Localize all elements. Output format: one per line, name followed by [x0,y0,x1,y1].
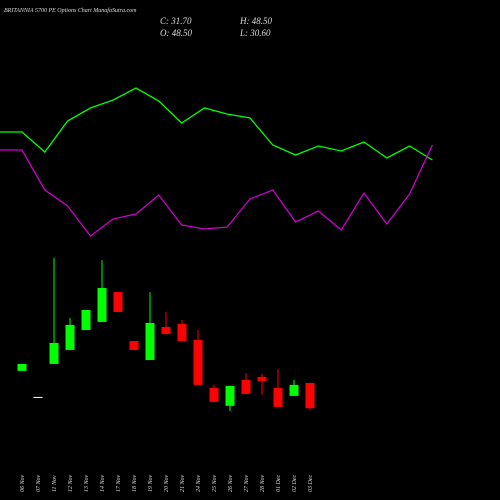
candle-body [177,324,187,342]
x-tick-label: 06 Nov [20,474,26,492]
x-tick-label: 26 Nov [228,474,234,492]
low-label: L: 30.60 [239,28,271,38]
close-label: C: 31.70 [160,16,192,26]
x-tick-label: 18 Nov [132,474,138,492]
candle-body [289,384,299,396]
x-tick-label: 25 Nov [212,474,218,492]
candle-body [129,341,139,350]
x-tick-label: 20 Nov [164,474,170,492]
x-tick-label: 02 Dec [292,475,298,492]
candle-body [225,385,235,406]
candle-body [97,288,107,322]
x-tick-label: 27 Nov [244,474,250,492]
candle-body [81,310,91,331]
candle-body [65,324,75,350]
chart-title: BRITANNIA 5700 PE Options Chart MunafaSu… [4,7,137,14]
candle-body [33,396,43,398]
x-tick-label: 14 Nov [99,474,106,492]
candle-body [161,327,171,335]
candle-body [145,322,155,361]
x-tick-label: 07 Nov [36,474,42,492]
indicator-line [0,87,433,161]
candle-body [257,376,267,381]
x-tick-label: 17 Nov [116,474,122,492]
x-tick-label: 12 Nov [68,474,74,492]
candle-body [273,387,283,407]
candle-body [305,382,315,409]
candle-body [241,379,251,394]
x-tick-label: 21 Nov [180,474,186,492]
x-tick-label: 03 Dec [308,475,314,492]
indicator-line [0,144,433,237]
x-tick-label: 28 Nov [260,474,266,492]
candle-body [49,343,59,364]
candle-body [209,387,219,402]
x-tick-label: 13 Nov [84,474,90,492]
x-tick-label: 11 Nov [52,475,58,492]
high-label: H: 48.50 [239,16,272,26]
x-tick-label: 01 Dec [276,475,282,492]
candle-body [17,363,27,371]
candle-body [193,339,203,385]
x-tick-label: 24 Nov [195,474,202,492]
open-label: O: 48.50 [160,28,192,38]
x-tick-label: 19 Nov [148,474,154,492]
candle-body [113,292,123,312]
